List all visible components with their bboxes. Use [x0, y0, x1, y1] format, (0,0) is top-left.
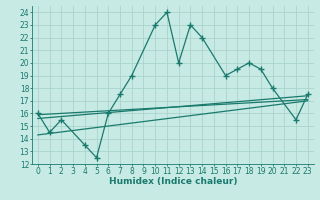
X-axis label: Humidex (Indice chaleur): Humidex (Indice chaleur): [108, 177, 237, 186]
